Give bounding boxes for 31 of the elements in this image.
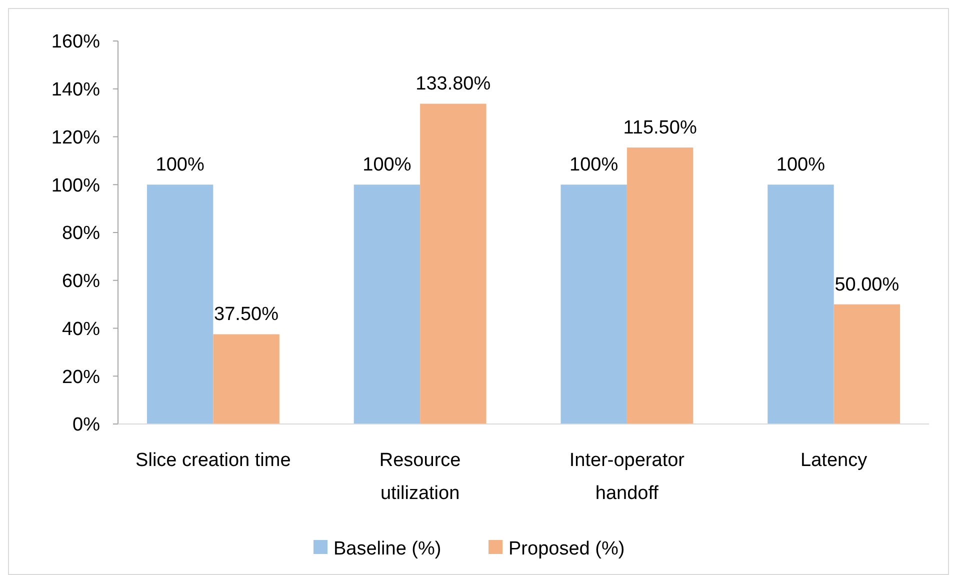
- bar: [354, 184, 420, 424]
- x-tick-label: Slice creation time: [136, 450, 291, 471]
- data-label: 133.80%: [416, 74, 491, 95]
- bar: [834, 304, 900, 424]
- data-label: 100%: [570, 154, 618, 176]
- y-tick-label: 20%: [62, 366, 100, 388]
- data-label: 100%: [776, 154, 826, 176]
- y-tick-label: 100%: [51, 175, 100, 196]
- bar: [768, 184, 834, 424]
- bar: [626, 148, 694, 424]
- data-label: 50.00%: [834, 274, 900, 296]
- x-tick-label: Latency: [800, 450, 868, 471]
- y-tick-label: 60%: [62, 271, 100, 292]
- y-tick-label: 140%: [51, 80, 100, 101]
- bar: [560, 184, 627, 424]
- y-tick-label: 120%: [51, 127, 100, 148]
- legend-label: Baseline (%): [334, 538, 442, 560]
- x-tick-label: Resource utilization: [379, 450, 461, 504]
- data-label: 115.50%: [623, 118, 697, 139]
- y-tick-label: 80%: [62, 223, 100, 244]
- data-label: 37.50%: [214, 304, 279, 326]
- bar: [146, 184, 214, 424]
- bar: [420, 104, 486, 424]
- y-tick-label: 0%: [72, 414, 100, 436]
- y-tick-label: 40%: [62, 318, 100, 340]
- bar: [213, 334, 280, 424]
- data-label: 100%: [156, 154, 204, 176]
- x-tick-label: Inter-operator handoff: [569, 450, 686, 504]
- y-tick-label: 160%: [51, 32, 100, 53]
- legend-label: Proposed (%): [508, 538, 625, 560]
- data-label: 100%: [362, 154, 412, 176]
